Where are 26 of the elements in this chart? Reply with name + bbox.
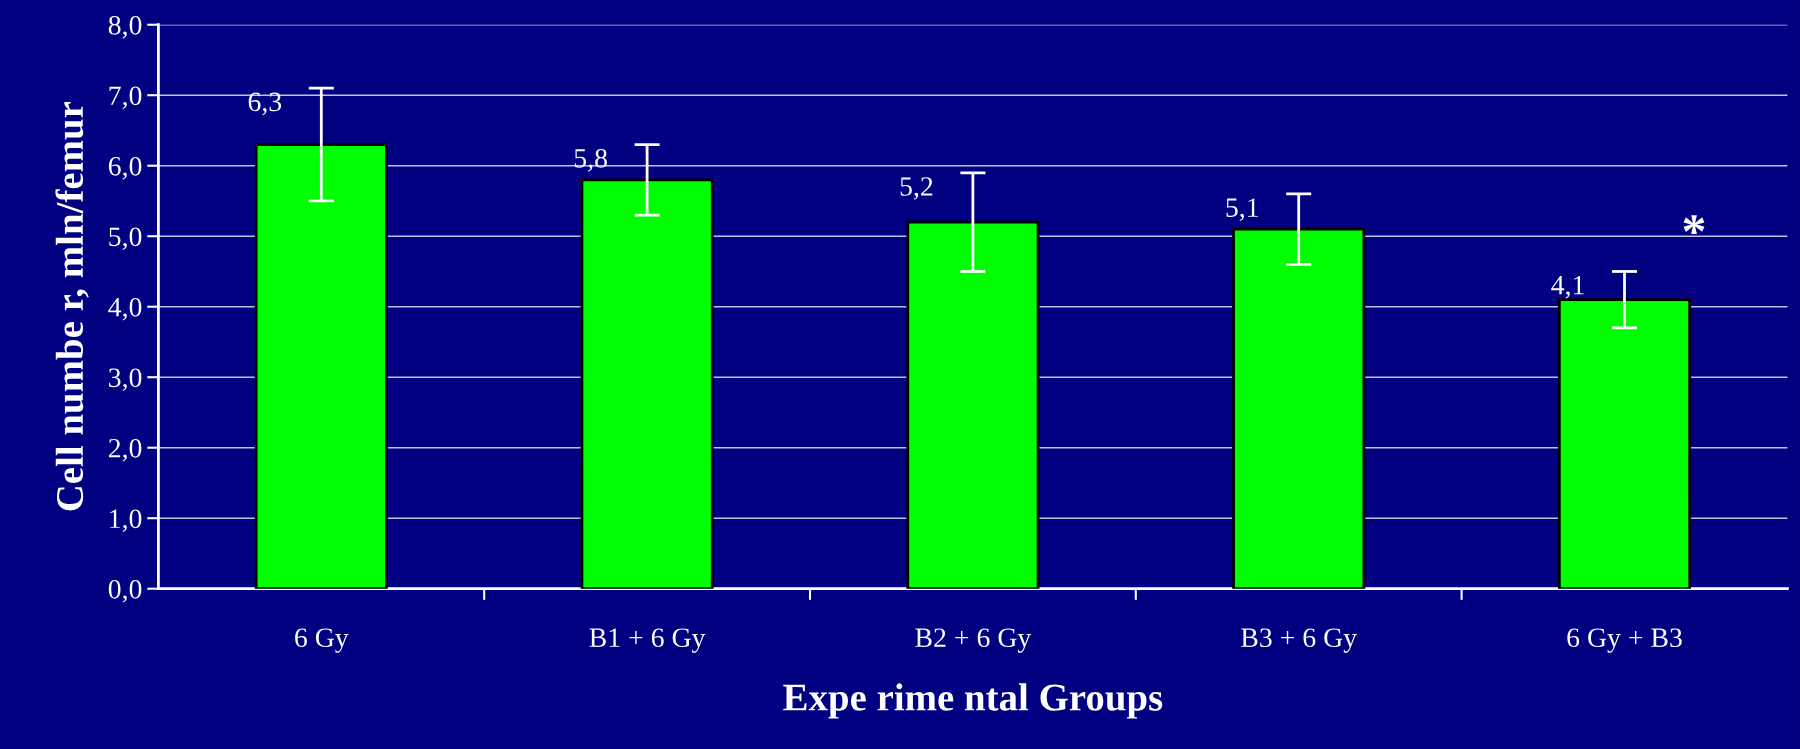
- x-tick-label: B3 + 6 Gy: [1241, 628, 1357, 653]
- bar: [1232, 227, 1366, 589]
- data-label: 5,2: [900, 177, 933, 200]
- y-tick-label: 2,0: [108, 438, 142, 462]
- x-tick-label: 6 Gy: [295, 628, 349, 653]
- y-axis-title: Cell numbe r, mln/femur: [55, 101, 89, 511]
- data-label: 6,3: [248, 92, 282, 116]
- data-label: 5,1: [1226, 198, 1258, 221]
- y-tick-label: 3,0: [109, 368, 142, 392]
- x-tick-label: 6 Gy + B3: [1567, 628, 1682, 653]
- bar: [1557, 298, 1692, 589]
- x-tick-label: B1 + 6 Gy: [589, 628, 706, 653]
- y-tick-label: 1,0: [110, 509, 142, 533]
- data-label: 4,1: [1551, 275, 1584, 299]
- y-tick-label: 5,0: [109, 227, 142, 251]
- bar: [580, 178, 714, 589]
- bar: [254, 143, 388, 589]
- y-tick-label: 0,0: [108, 579, 142, 603]
- y-tick-label: 6,0: [108, 156, 142, 180]
- y-tick-label: 7,0: [109, 86, 142, 110]
- y-tick-label: 4,0: [108, 297, 142, 321]
- x-axis-title: Expe rime ntal Groups: [783, 683, 1163, 719]
- y-tick-label: 8,0: [108, 15, 142, 39]
- annotation: *: [1683, 215, 1705, 234]
- x-tick-label: B2 + 6 Gy: [915, 628, 1032, 653]
- bar: [906, 220, 1040, 589]
